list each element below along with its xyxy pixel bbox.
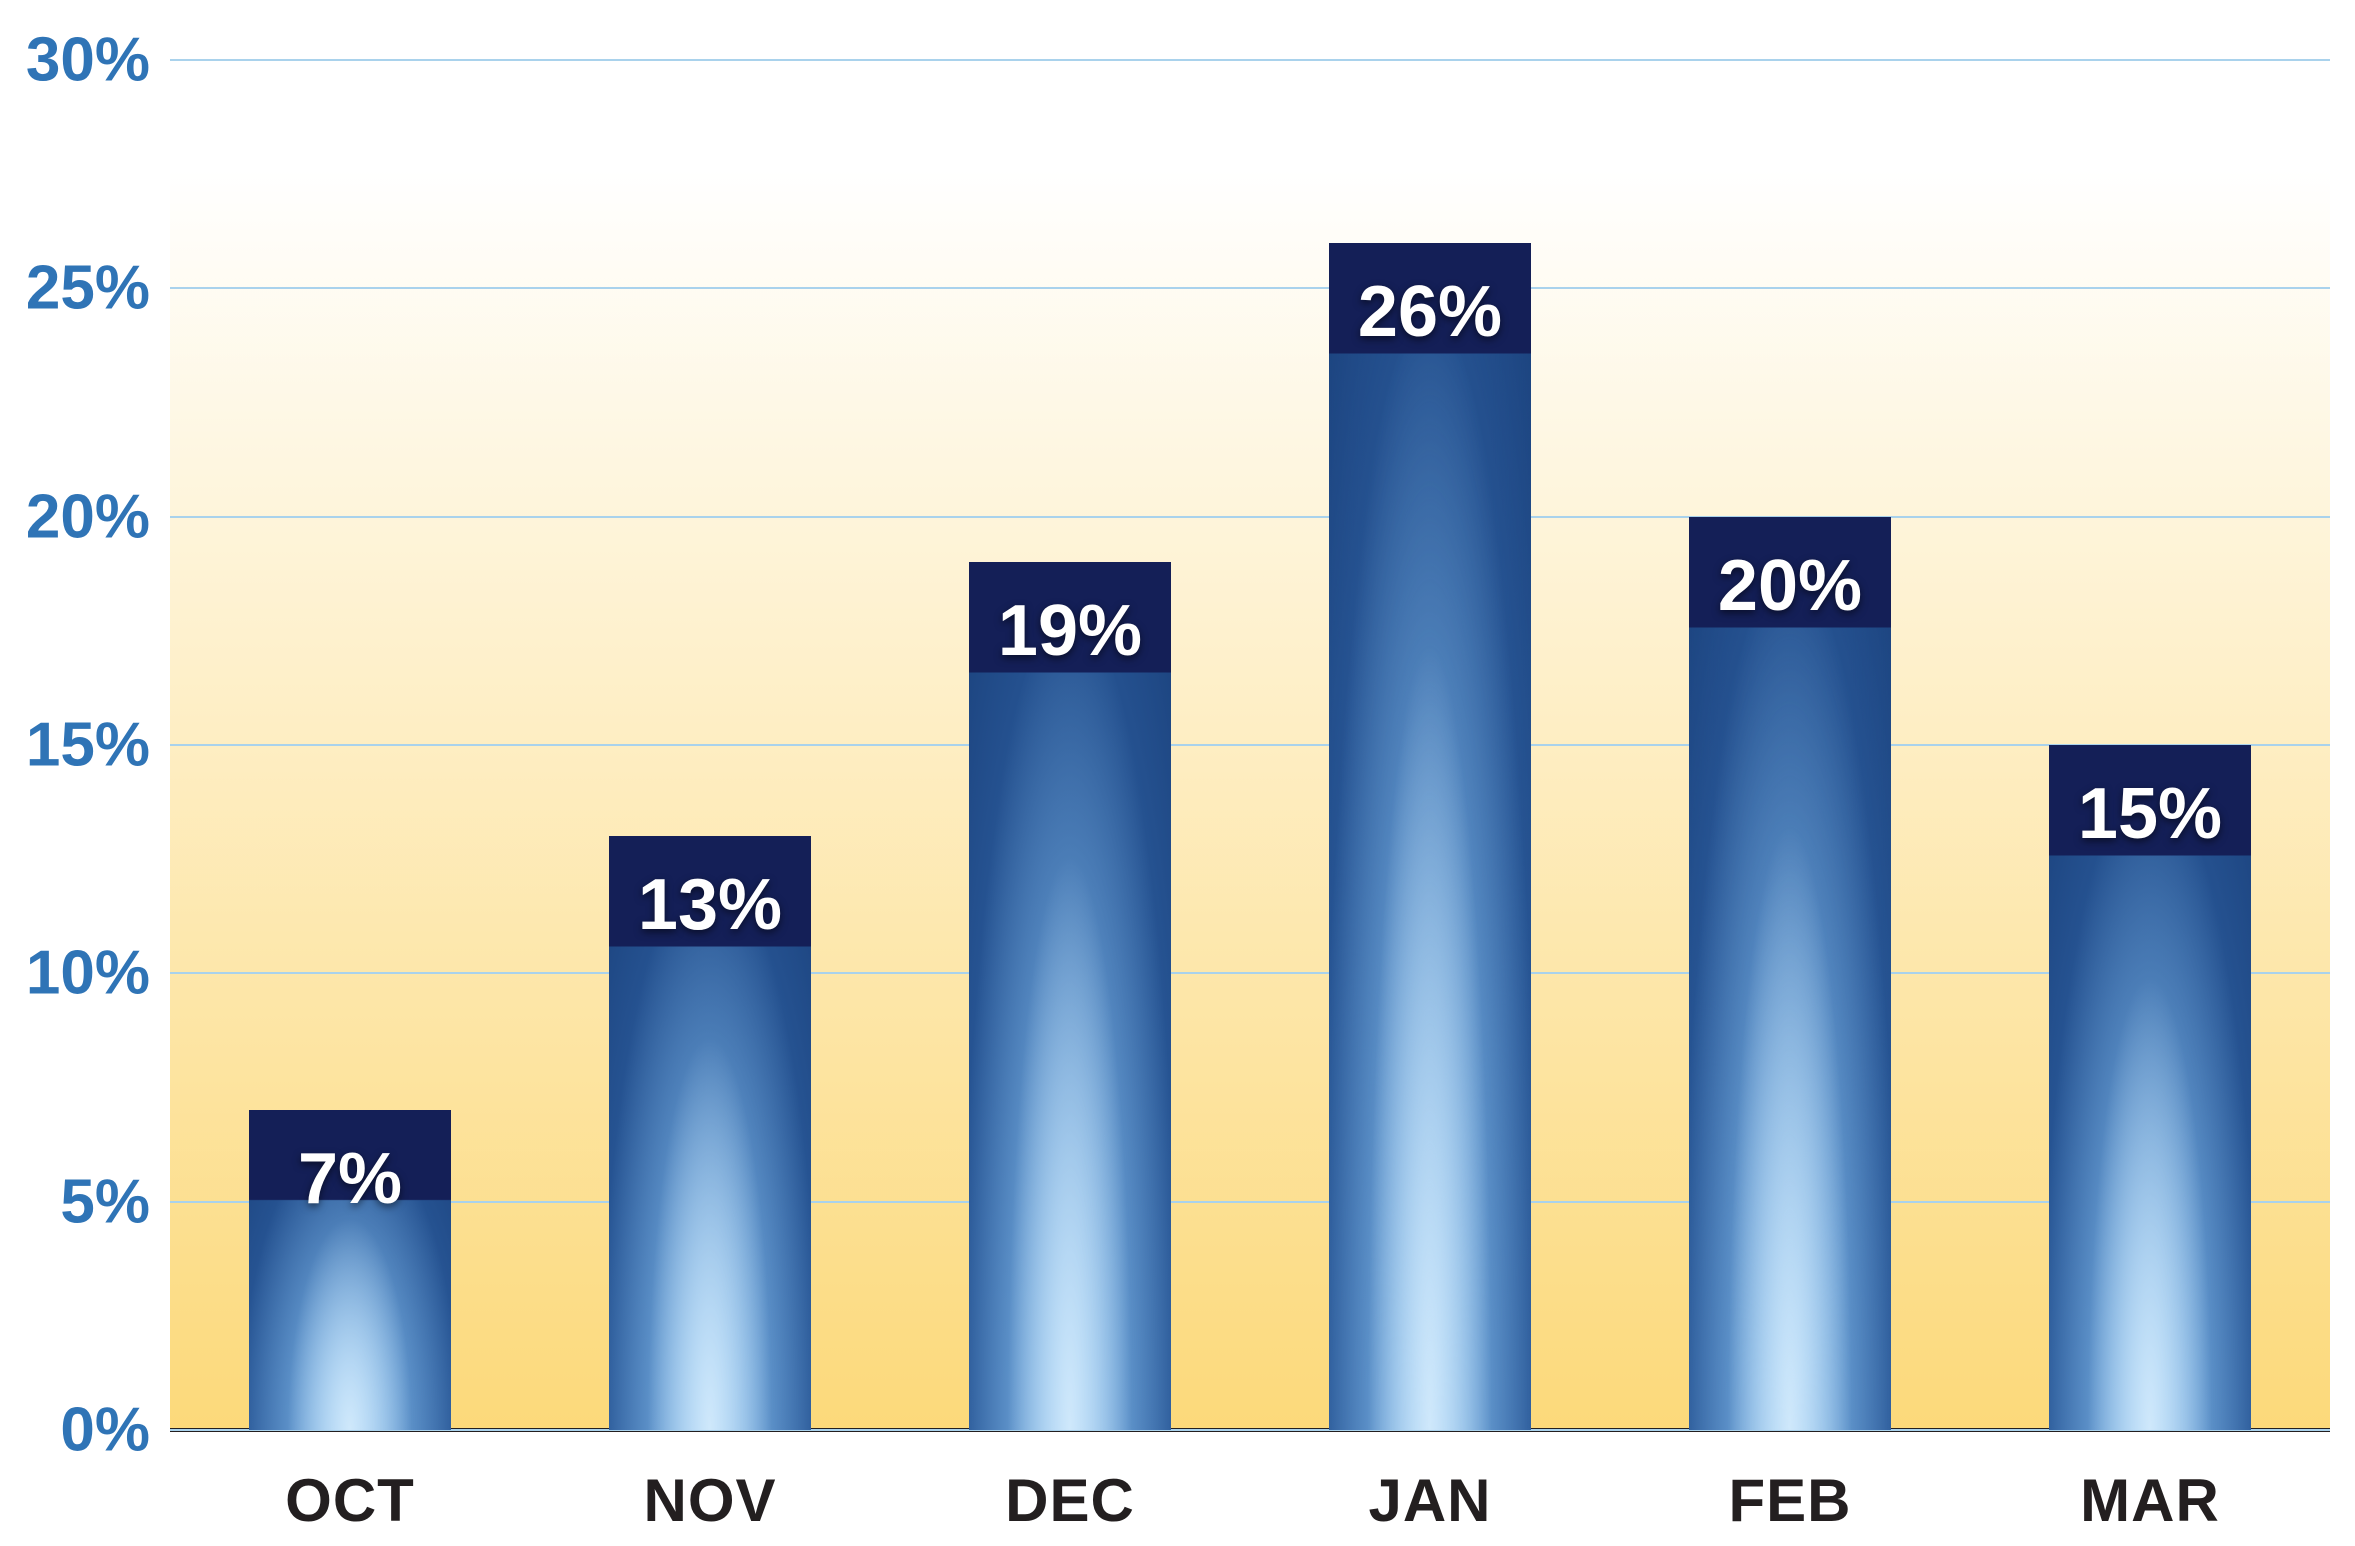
y-tick-label: 20% xyxy=(0,481,150,552)
bar-value-label: 20% xyxy=(1718,545,1862,627)
bar-value-label: 13% xyxy=(638,864,782,946)
bar-fill xyxy=(1689,517,1891,1430)
bar-value-label: 19% xyxy=(998,590,1142,672)
bar: 19% xyxy=(969,562,1171,1430)
y-tick-label: 5% xyxy=(0,1166,150,1237)
y-tick-label: 0% xyxy=(0,1395,150,1466)
bar: 15% xyxy=(2049,745,2251,1430)
bar: 7% xyxy=(249,1110,451,1430)
x-tick-label: MAR xyxy=(2080,1466,2220,1535)
x-tick-label: DEC xyxy=(1005,1466,1135,1535)
x-tick-label: OCT xyxy=(285,1466,415,1535)
bar-fill xyxy=(969,562,1171,1430)
gridline xyxy=(170,287,2330,289)
bar: 13% xyxy=(609,836,811,1430)
gridline xyxy=(170,1429,2330,1431)
bar-value-label: 26% xyxy=(1358,271,1502,353)
y-tick-label: 10% xyxy=(0,938,150,1009)
y-tick-label: 25% xyxy=(0,253,150,324)
gridline xyxy=(170,59,2330,61)
gridline xyxy=(170,744,2330,746)
gridline xyxy=(170,1201,2330,1203)
bar: 20% xyxy=(1689,517,1891,1430)
bar-value-label: 15% xyxy=(2078,773,2222,855)
y-tick-label: 30% xyxy=(0,25,150,96)
x-tick-label: NOV xyxy=(643,1466,776,1535)
monthly-percentage-bar-chart: 7% 13% 19% 26% 20% 15% 0% 5% 10% 15% 20% 25% 30% OCT… xyxy=(0,0,2355,1546)
bar-value-label: 7% xyxy=(298,1138,402,1220)
y-tick-label: 15% xyxy=(0,710,150,781)
x-tick-label: FEB xyxy=(1729,1466,1852,1535)
plot-area: 7% 13% 19% 26% 20% 15% xyxy=(170,60,2330,1430)
gridline xyxy=(170,972,2330,974)
x-tick-label: JAN xyxy=(1368,1466,1491,1535)
bar-fill xyxy=(1329,243,1531,1430)
bar: 26% xyxy=(1329,243,1531,1430)
gridline xyxy=(170,516,2330,518)
